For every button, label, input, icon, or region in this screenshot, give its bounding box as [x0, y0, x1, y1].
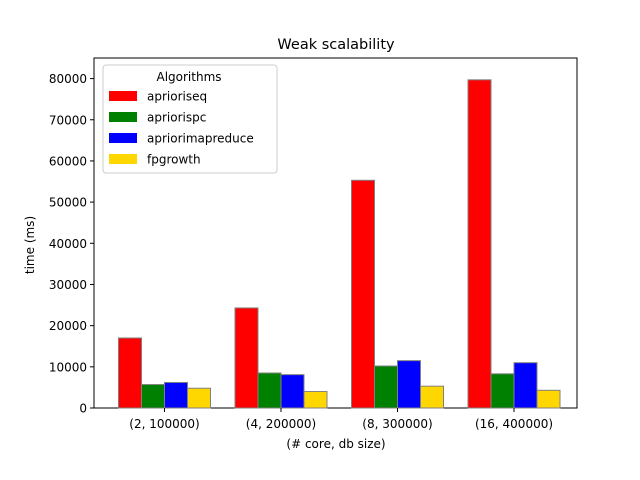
bar-apriorimapreduce — [164, 381, 188, 409]
bar-aprioriseq — [118, 337, 142, 409]
y-tick-label: 20000 — [49, 319, 87, 333]
bar-aprioriseq — [467, 79, 492, 409]
bar-apriorimapreduce — [280, 374, 305, 409]
legend-label-aprioriseq: aprioriseq — [147, 90, 207, 104]
legend-swatch-apriorimapreduce — [109, 133, 137, 143]
bar-apriorimapreduce — [397, 360, 421, 409]
legend-box — [102, 64, 278, 174]
y-tick-label: 80000 — [49, 72, 87, 86]
bar-apriorispc — [257, 372, 282, 409]
legend-label-apriorispc: apriorispc — [147, 111, 206, 125]
bar-apriorispc — [374, 365, 398, 409]
y-tick-label: 60000 — [49, 154, 87, 168]
y-tick-label: 70000 — [49, 113, 87, 127]
legend-label-fpgrowth: fpgrowth — [147, 153, 201, 167]
legend-title: Algorithms — [156, 70, 221, 84]
bar-aprioriseq — [351, 179, 375, 409]
bar-fpgrowth — [420, 385, 444, 409]
x-tick-label: (8, 300000) — [362, 417, 432, 431]
bar-aprioriseq — [234, 307, 259, 409]
bar-apriorispc — [141, 384, 165, 409]
bar-apriorispc — [490, 373, 515, 409]
y-tick-label: 40000 — [49, 237, 87, 251]
y-axis-label: time (ms) — [23, 216, 37, 274]
plot-frame — [93, 57, 578, 409]
y-tick-label: 50000 — [49, 196, 87, 210]
legend: Algorithms aprioriseq apriorispc apriorimap… — [102, 64, 278, 174]
plot-area: 0 10000 20000 30000 40000 50000 60000 70000 8000… — [49, 57, 578, 431]
chart-title: Weak scalability — [277, 37, 395, 53]
bar-fpgrowth — [536, 389, 561, 409]
x-tick-label: (16, 400000) — [475, 417, 553, 431]
y-tick-label: 30000 — [49, 278, 87, 292]
legend-label-apriorimapreduce: apriorimapreduce — [147, 132, 254, 146]
legend-swatch-apriorispc — [109, 112, 137, 122]
bar-fpgrowth — [187, 387, 211, 409]
bar-apriorimapreduce — [513, 362, 538, 409]
legend-swatch-fpgrowth — [109, 154, 137, 164]
y-tick-label: 0 — [79, 402, 87, 416]
x-tick-label: (4, 200000) — [246, 417, 316, 431]
x-tick-label: (2, 100000) — [129, 417, 199, 431]
legend-swatch-aprioriseq — [109, 91, 137, 101]
y-tick-label: 10000 — [49, 360, 87, 374]
x-axis-label: (# core, db size) — [286, 437, 385, 451]
bar-fpgrowth — [303, 391, 328, 409]
